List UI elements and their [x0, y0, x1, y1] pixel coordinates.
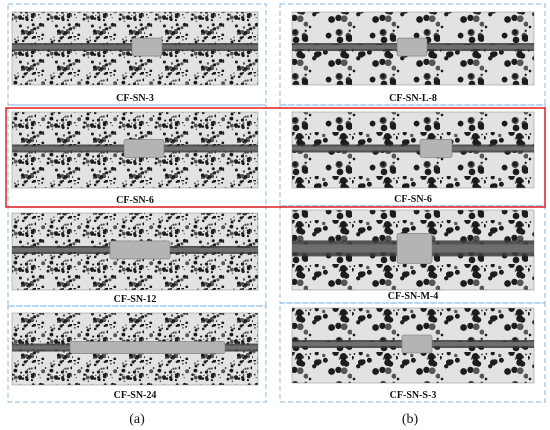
- insert: [109, 240, 171, 260]
- insert: [396, 37, 428, 57]
- insert: [69, 341, 226, 354]
- image-label: CF-SN-3: [116, 93, 154, 104]
- image-label: CF-SN-S-3: [390, 390, 437, 401]
- insert: [131, 37, 163, 57]
- panel-caption: (a): [129, 412, 145, 427]
- image-label: CF-SN-M-4: [388, 291, 439, 302]
- image-label: CF-SN-12: [114, 294, 157, 305]
- insert: [419, 139, 453, 158]
- insert: [401, 334, 433, 354]
- panel-frame: [279, 302, 546, 403]
- panel-frame: [279, 205, 546, 304]
- image-label: CF-SN-6: [394, 194, 432, 205]
- image-label: CF-SN-L-8: [389, 93, 437, 104]
- highlight-box: [5, 107, 546, 208]
- insert: [396, 233, 433, 264]
- insert: [123, 139, 165, 158]
- image-label: CF-SN-24: [114, 390, 157, 401]
- panel-caption: (b): [402, 412, 419, 427]
- panel-frame: [7, 305, 267, 403]
- crack-core: [292, 146, 534, 151]
- image-label: CF-SN-6: [116, 195, 154, 206]
